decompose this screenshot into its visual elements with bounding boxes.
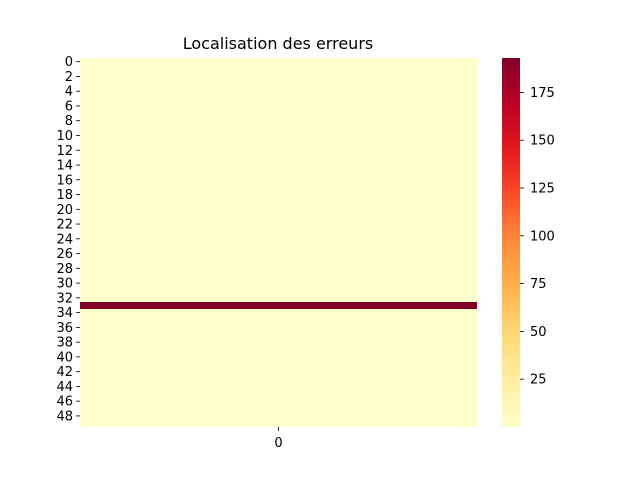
- heatmap-cell: [80, 65, 477, 73]
- heatmap-cell: [80, 235, 477, 243]
- y-tick-label: 8: [65, 114, 73, 129]
- heatmap-cell: [80, 265, 477, 272]
- heatmap-cell: [80, 397, 477, 405]
- y-tick-label: 0: [65, 55, 73, 70]
- heatmap-cell: [80, 220, 477, 228]
- colorbar-tick-label: 100: [530, 229, 555, 244]
- heatmap-cell: [80, 368, 477, 375]
- heatmap-cell: [80, 272, 477, 279]
- heatmap-cell: [80, 279, 477, 287]
- y-tick-label: 14: [56, 159, 73, 174]
- y-tick-label: 12: [56, 144, 73, 159]
- y-tick-label: 40: [56, 350, 73, 365]
- heatmap-cell: [80, 183, 477, 191]
- y-tick-label: 32: [56, 291, 73, 306]
- colorbar-ticks: 25 50 75 100 125 150 175: [520, 86, 555, 388]
- x-tick-label: 0: [274, 436, 282, 451]
- heatmap-cell: [80, 139, 477, 147]
- y-tick-label: 16: [56, 173, 73, 188]
- heatmap-cell: [80, 405, 477, 412]
- y-tick-label: 46: [56, 395, 73, 410]
- heatmap-cell: [80, 154, 477, 161]
- heatmap-cell: [80, 361, 477, 368]
- heatmap-cell: [80, 375, 477, 383]
- y-tick-label: 24: [56, 232, 73, 247]
- heatmap-cell: [80, 95, 477, 102]
- heatmap-cell: [80, 309, 477, 316]
- y-tick-label: 22: [56, 218, 73, 233]
- heatmap-cell: [80, 88, 477, 95]
- y-tick-label: 4: [65, 85, 73, 100]
- y-tick-label: 6: [65, 99, 73, 114]
- colorbar-tick-label: 150: [530, 134, 555, 149]
- heatmap-cell: [80, 102, 477, 110]
- heatmap-cell: [80, 228, 477, 235]
- heatmap-cell: [80, 169, 477, 176]
- heatmap-cell: [80, 250, 477, 257]
- heatmap-cell: [80, 117, 477, 124]
- colorbar-tick-label: 25: [530, 373, 547, 388]
- heatmap-cell: [80, 346, 477, 353]
- heatmap-cell: [80, 338, 477, 346]
- heatmap-cell: [80, 390, 477, 397]
- y-tick-label: 28: [56, 262, 73, 277]
- heatmap-cell: [80, 302, 477, 309]
- y-tick-label: 34: [56, 306, 73, 321]
- heatmap-cell: [80, 80, 477, 88]
- heatmap-cell: [80, 161, 477, 169]
- heatmap-cell: [80, 198, 477, 206]
- x-axis-ticks: 0: [274, 427, 283, 451]
- heatmap-cell: [80, 191, 477, 198]
- heatmap-cells: [80, 58, 477, 427]
- heatmap-cell: [80, 257, 477, 265]
- colorbar-tick-label: 175: [530, 86, 555, 101]
- y-tick-label: 10: [56, 129, 73, 144]
- heatmap-cell: [80, 58, 477, 65]
- colorbar-tick-label: 50: [530, 325, 547, 340]
- y-tick-label: 26: [56, 247, 73, 262]
- y-tick-label: 30: [56, 277, 73, 292]
- y-tick-label: 36: [56, 321, 73, 336]
- heatmap-cell: [80, 420, 477, 427]
- heatmap-cell: [80, 287, 477, 294]
- y-tick-label: 44: [56, 380, 73, 395]
- y-tick-label: 48: [56, 409, 73, 424]
- heatmap-cell: [80, 316, 477, 324]
- colorbar: [502, 58, 520, 427]
- heatmap-cell: [80, 412, 477, 420]
- heatmap-cell: [80, 73, 477, 80]
- heatmap-cell: [80, 206, 477, 213]
- y-tick-label: 20: [56, 203, 73, 218]
- heatmap-cell: [80, 132, 477, 139]
- colorbar-tick-label: 75: [530, 277, 547, 292]
- y-tick-label: 38: [56, 336, 73, 351]
- heatmap-cell: [80, 147, 477, 154]
- heatmap-cell: [80, 110, 477, 117]
- heatmap-cell: [80, 324, 477, 331]
- heatmap-cell: [80, 124, 477, 132]
- heatmap-cell: [80, 331, 477, 338]
- colorbar-tick-label: 125: [530, 182, 555, 197]
- heatmap-cell: [80, 243, 477, 250]
- y-axis-ticks: 0246810121416182022242628303234363840424…: [56, 55, 80, 424]
- heatmap-cell: [80, 294, 477, 302]
- heatmap-cell: [80, 213, 477, 220]
- heatmap-cell: [80, 383, 477, 390]
- y-tick-label: 42: [56, 365, 73, 380]
- y-tick-label: 2: [65, 70, 73, 85]
- chart-title: Localisation des erreurs: [183, 34, 373, 53]
- heatmap-cell: [80, 176, 477, 183]
- y-tick-label: 18: [56, 188, 73, 203]
- heatmap-cell: [80, 353, 477, 361]
